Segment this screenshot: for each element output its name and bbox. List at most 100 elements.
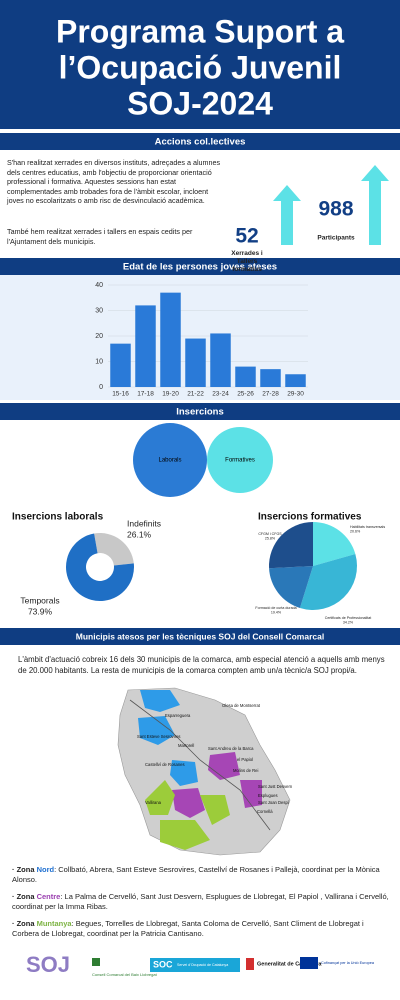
map-label: Molins de Rei [233,768,258,773]
slice-label: Temporals [20,595,59,605]
zone-name: Muntanya [36,919,72,928]
zone-name: Centre [36,892,61,901]
x-tick-label: 25-26 [237,391,254,398]
logo-soc-name: Servei d'Ocupació de Catalunya [177,963,228,967]
map-label: Castellví de Rosanes [145,762,185,767]
x-tick-label: 29-30 [287,391,304,398]
bar [110,343,131,387]
y-tick-label: 20 [95,333,103,340]
slice-label: Certificats de Professionalitat [325,616,372,620]
pie-slice [269,566,313,609]
pie-slice [313,522,356,566]
map-label: Sant Just Desvern [258,784,293,789]
arrow [273,185,301,245]
bar [260,369,281,387]
paragraph: L'àmbit d'actuació cobreix 16 dels 30 mu… [18,655,385,675]
y-tick-label: 0 [99,384,103,391]
heading-bar [0,403,400,420]
logo-soj: SOJ [26,952,70,977]
map-label: el Papiol [237,757,253,762]
map-label: Vallirana [145,800,162,805]
map-label: Olesa de Montserrat [222,703,261,708]
venn-circle [207,427,273,493]
road [129,699,271,831]
heading-bar [0,258,400,275]
slice-value-label: 26.1% [127,529,152,539]
map [117,687,291,856]
slice-value-label: 34.2% [343,621,354,625]
map-label: Sant Esteve Sesrovires [137,734,181,739]
zone-text: : Collbató, Abrera, Sant Esteve Sesrovir… [12,865,380,884]
zone-prefix: · Zona [12,865,35,874]
zone-item: · Zona Centre: La Palma de Cervelló, San… [12,892,392,912]
logo-soc: SOC [153,959,173,969]
map-label: Martorell [178,743,194,748]
slice-value-label: 73.9% [28,606,53,616]
zone-prefix: · Zona [12,919,35,928]
venn-label: Formatives [225,458,255,464]
bar [285,374,306,387]
map-label: Esplugues [258,793,278,798]
heading: Edat de les persones joves ateses [123,262,277,273]
heading: Insercions [176,407,224,418]
map-label: Cornellà [257,809,273,814]
zone-nord [138,716,175,745]
pie-slice [269,522,313,569]
x-tick-label: 23-24 [212,391,229,398]
y-tick-label: 30 [95,307,103,314]
logo-soc-bg [150,958,240,972]
map-label: Sant Andreu de la Barca [208,746,254,751]
map-label: Sant Joan Despí [258,800,290,805]
title-line: SOJ-2024 [127,85,273,121]
zone-name: Nord [36,865,55,874]
slice-value-label: 25.8% [265,537,276,541]
map-label: Esparreguera [165,713,191,718]
logo-mark [92,958,100,966]
heading-bar [0,133,400,150]
title-line: l’Ocupació Juvenil [59,49,342,85]
stat-value: 988 [318,198,353,221]
chart-title: Insercions laborals [12,512,104,523]
slice-value-label: 20.6% [350,530,361,534]
pie-slice [94,533,134,566]
pie-slice [299,553,357,611]
logo-eu: Cofinançat per la Unió Europea [321,961,375,965]
bar [160,292,181,387]
logo-generalitat: Generalitat de Catalunya [257,961,322,967]
y-tick-label: 10 [95,358,103,365]
zone-nord [170,760,198,786]
zone-item: · Zona Nord: Collbató, Abrera, Sant Este… [12,865,392,885]
zone-text: : Begues, Torrelles de Llobregat, Santa … [12,919,364,938]
slice-value-label: 19.4% [271,611,282,615]
heading-bar [0,628,400,645]
slice-label: Habilitats transversals [350,525,385,529]
x-tick-label: 17-18 [137,391,154,398]
bar [210,333,231,387]
slice-label: Indefinits [127,518,161,528]
zone-centre [172,788,205,818]
stat-label: Xerrades i Tallers formatius [231,250,263,273]
zone-muntanya [200,795,230,825]
y-tick-label: 40 [95,282,103,289]
pie-slice [66,533,134,601]
x-tick-label: 15-16 [112,391,129,398]
logo-generalitat-mark [246,958,254,970]
zone-centre [208,752,240,780]
zone-centre [240,780,262,808]
stat-value: 52 [235,225,258,248]
x-tick-label: 21-22 [187,391,204,398]
x-tick-label: 27-28 [262,391,279,398]
header-bg [0,0,400,129]
paragraph: S'han realitzat xerrades en diversos ins… [7,158,221,206]
venn-circle [133,423,207,497]
chart-title: Insercions formatives [258,512,362,523]
x-tick-label: 19-20 [162,391,179,398]
zone-prefix: · Zona [12,892,35,901]
zone-list: · Zona Nord: Collbató, Abrera, Sant Este… [12,865,392,946]
venn-label: Laborals [158,458,181,464]
arrow [361,165,389,245]
zone-muntanya [145,780,175,815]
bar [185,338,206,387]
